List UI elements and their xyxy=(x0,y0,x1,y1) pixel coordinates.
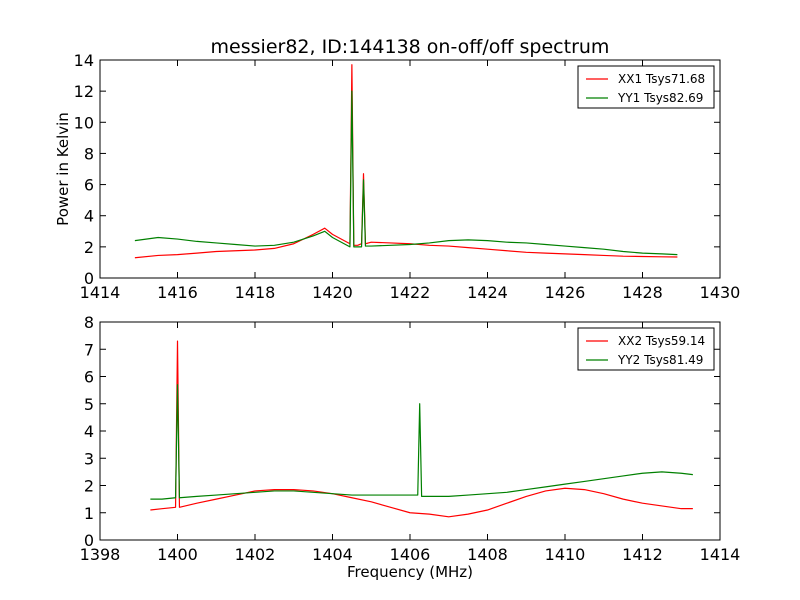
legend-box xyxy=(577,65,715,109)
y-tick-label: 4 xyxy=(84,207,94,226)
legend-box xyxy=(577,327,715,371)
chart-title: messier82, ID:144138 on-off/off spectrum xyxy=(211,36,610,58)
x-tick-label: 1430 xyxy=(700,283,741,302)
legend-label: YY2 Tsys81.49 xyxy=(617,353,703,367)
y-tick-label: 12 xyxy=(74,82,94,101)
series-line-xx2 xyxy=(150,340,693,518)
legend: XX1 Tsys71.68 YY1 Tsys82.69 xyxy=(577,65,715,109)
y-tick-label: 0 xyxy=(84,531,94,550)
legend-label: XX1 Tsys71.68 xyxy=(618,72,705,86)
y-tick-label: 2 xyxy=(84,238,94,257)
legend: XX2 Tsys59.14 YY2 Tsys81.49 xyxy=(577,327,715,371)
x-tick-label: 1428 xyxy=(622,283,663,302)
y-tick-label: 10 xyxy=(74,113,94,132)
x-tick-label: 1414 xyxy=(700,545,741,564)
y-tick-label: 14 xyxy=(74,51,94,70)
x-tick-label: 1408 xyxy=(467,545,508,564)
legend-label: YY1 Tsys82.69 xyxy=(617,91,703,105)
x-tick-label: 1398 xyxy=(80,545,121,564)
series-line-yy2 xyxy=(150,384,693,500)
y-tick-label: 3 xyxy=(84,449,94,468)
y-tick-label: 2 xyxy=(84,477,94,496)
series-line-xx1 xyxy=(134,64,678,259)
x-tick-label: 1422 xyxy=(390,283,431,302)
y-axis-label: Power in Kelvin xyxy=(54,112,72,226)
y-tick-label: 6 xyxy=(84,368,94,387)
chart-panel-2: 1398 1400 1402 1404 1406 1408 1410 1412 1414 0 1 2 3… xyxy=(80,313,741,581)
x-tick-label: 1410 xyxy=(545,545,586,564)
y-tick-label: 4 xyxy=(84,422,94,441)
x-tick-label: 1400 xyxy=(157,545,198,564)
y-tick-label: 8 xyxy=(84,144,94,163)
chart-panel-1: 1414 1416 1418 1420 1422 1424 1426 1428 1430 0 2 4 6… xyxy=(54,36,740,302)
x-tick-label: 1404 xyxy=(312,545,353,564)
y-tick-label: 7 xyxy=(84,340,94,359)
y-tick-label: 0 xyxy=(84,269,94,288)
y-tick-label: 8 xyxy=(84,313,94,332)
x-tick-label: 1424 xyxy=(467,283,508,302)
x-tick-label: 1426 xyxy=(545,283,586,302)
x-axis-label: Frequency (MHz) xyxy=(347,563,473,581)
y-tick-label: 5 xyxy=(84,395,94,414)
x-tick-label: 1416 xyxy=(157,283,198,302)
x-tick-label: 1402 xyxy=(235,545,276,564)
x-tick-label: 1418 xyxy=(235,283,276,302)
x-tick-label: 1420 xyxy=(312,283,353,302)
x-tick-label: 1412 xyxy=(622,545,663,564)
x-tick-label: 1406 xyxy=(390,545,431,564)
series-line-yy1 xyxy=(134,90,678,256)
y-tick-label: 1 xyxy=(84,504,94,523)
x-tick-label: 1414 xyxy=(80,283,121,302)
legend-label: XX2 Tsys59.14 xyxy=(618,334,705,348)
y-tick-label: 6 xyxy=(84,176,94,195)
